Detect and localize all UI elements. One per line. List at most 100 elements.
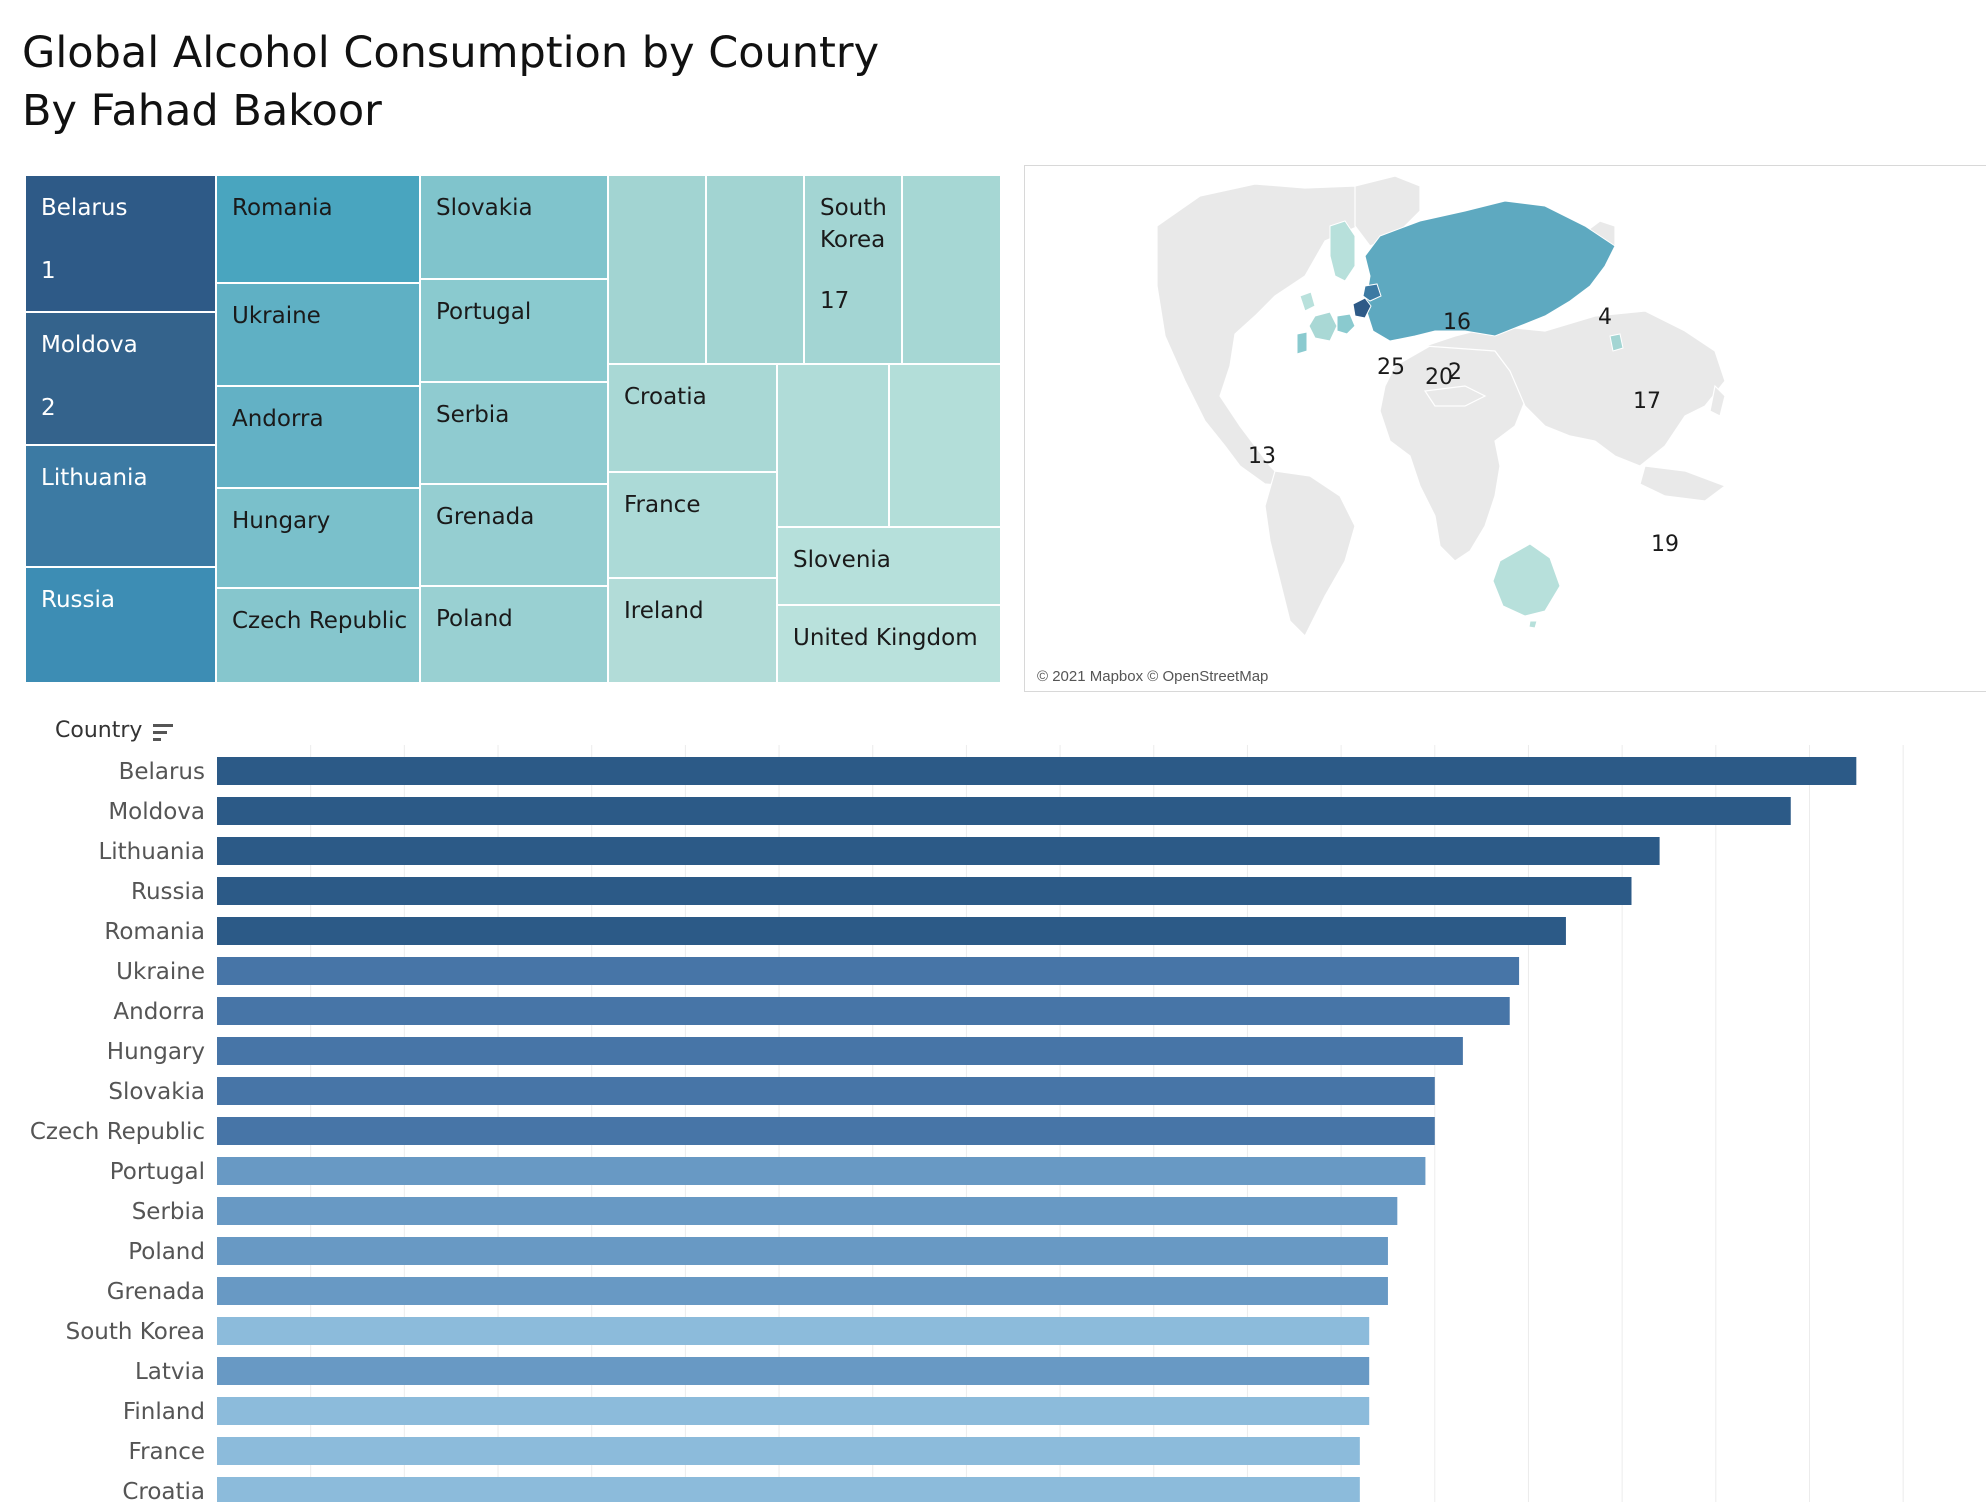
treemap-cell[interactable]: Russia [25,567,216,683]
bar[interactable] [217,877,1632,905]
sort-descending-icon[interactable] [152,722,174,744]
treemap-cell-name: Moldova [41,332,138,358]
highlighted-countries [1296,200,1624,629]
treemap-cell-name: Russia [41,587,115,613]
treemap-cell-name: Slovakia [436,195,533,221]
map-attribution[interactable]: © 2021 Mapbox © OpenStreetMap [1037,668,1269,685]
treemap-cell[interactable]: Slovenia [777,527,1001,605]
treemap-cell[interactable] [777,364,889,527]
treemap-cell[interactable]: France [608,472,777,578]
treemap-cell-name: Poland [436,606,513,632]
map-rank-label: 2 [1448,360,1462,385]
map-rank-label: 20 [1425,365,1453,390]
world-map-canvas[interactable]: 4 16 25 202 17 13 19 [1025,166,1986,692]
bar-category-label: Belarus [119,759,205,785]
bar-category-label: Czech Republic [30,1119,205,1145]
treemap-cell[interactable]: Portugal [420,279,608,382]
bar[interactable] [217,997,1510,1025]
bar-category-label: Latvia [135,1359,205,1385]
bar-chart-canvas[interactable]: Belarus Moldova Lithuania Russia Romania Ukra… [0,745,1986,1502]
bar-category-label: Lithuania [98,839,205,865]
bar-category-label: Slovakia [108,1079,205,1105]
bar-axis-header: Country [55,718,143,743]
bar[interactable] [217,957,1520,985]
bar-category-label: Croatia [122,1479,205,1502]
treemap-cell[interactable]: Hungary [216,488,420,588]
treemap-cell[interactable]: Czech Republic [216,588,420,683]
treemap-cell-name: Lithuania [41,465,148,491]
map-rank-label: 19 [1651,532,1679,557]
bar[interactable] [217,757,1857,785]
bar[interactable] [217,1117,1435,1145]
bar[interactable] [217,1037,1463,1065]
bar[interactable] [217,1237,1388,1265]
treemap-cell[interactable]: Slovakia [420,175,608,279]
treemap-cell-name: Croatia [624,384,707,410]
treemap-cell[interactable] [902,175,1001,364]
bar[interactable] [217,1077,1435,1105]
treemap-cell[interactable] [706,175,804,364]
bar-category-label: Moldova [108,799,205,825]
treemap-cell[interactable]: Andorra [216,386,420,488]
bar[interactable] [217,1277,1388,1305]
bar[interactable] [217,1477,1360,1502]
country-treemap[interactable]: Belarus 1 Moldova 2 Lithuania Russia Romania Uk… [25,175,1001,683]
treemap-cell-name: Czech Republic [232,608,408,634]
bar-category-label: France [129,1439,205,1465]
treemap-cell[interactable]: South Korea 17 [804,175,902,364]
bar[interactable] [217,1397,1370,1425]
bar[interactable] [217,1437,1360,1465]
treemap-cell-name: Grenada [436,504,535,530]
bar-category-label: Hungary [107,1039,205,1065]
bar[interactable] [217,1357,1370,1385]
bar[interactable] [217,917,1566,945]
treemap-cell[interactable]: Lithuania [25,445,216,567]
bar-category-label: Romania [104,919,205,945]
treemap-cell-name: Belarus [41,195,128,221]
treemap-cell[interactable]: Serbia [420,382,608,484]
treemap-cell-name: Ukraine [232,303,321,329]
bar-category-label: Andorra [113,999,205,1025]
bar-category-label: Poland [128,1239,205,1265]
bar[interactable] [217,1157,1426,1185]
world-map[interactable]: 4 16 25 20 2 17 13 19 © 2021 Mapbox © OpenStree… [1024,165,1986,692]
treemap-cell[interactable] [889,364,1001,527]
treemap-cell-name: Romania [232,195,333,221]
treemap-cell[interactable]: Poland [420,586,608,683]
bar[interactable] [217,837,1660,865]
treemap-cell[interactable]: United Kingdom [777,605,1001,683]
bar-category-label: Finland [123,1399,205,1425]
treemap-cell-rank: 2 [41,395,56,421]
treemap-cell-name: South Korea [820,195,887,253]
treemap-cell-name: Portugal [436,299,532,325]
treemap-cell[interactable]: Grenada [420,484,608,586]
treemap-cell[interactable]: Ukraine [216,283,420,386]
bar-category-label: Grenada [107,1279,205,1305]
treemap-cell-name: Andorra [232,406,324,432]
treemap-cell-rank: 1 [41,258,56,284]
map-rank-label: 17 [1633,389,1661,414]
treemap-cell-name: United Kingdom [793,625,978,651]
bar-category-label: South Korea [66,1319,205,1345]
dashboard-title: Global Alcohol Consumption by Country [22,28,880,78]
treemap-cell-name: Ireland [624,598,704,624]
treemap-cell-rank: 17 [820,288,850,314]
bar[interactable] [217,1197,1398,1225]
map-rank-label: 25 [1377,355,1405,380]
bar[interactable] [217,797,1791,825]
treemap-cell[interactable]: Romania [216,175,420,283]
bar[interactable] [217,1317,1370,1345]
treemap-cell[interactable]: Moldova 2 [25,312,216,445]
bar-category-label: Portugal [110,1159,205,1185]
map-rank-label: 4 [1598,305,1612,330]
treemap-cell-name: Hungary [232,508,331,534]
dashboard-subtitle: By Fahad Bakoor [22,86,382,136]
treemap-cell[interactable]: Belarus 1 [25,175,216,312]
map-rank-label: 16 [1443,310,1471,335]
consumption-bar-chart[interactable]: Belarus Moldova Lithuania Russia Romania Ukra… [0,745,1986,1502]
treemap-cell[interactable] [608,175,706,364]
treemap-cell[interactable]: Croatia [608,364,777,472]
treemap-cell-name: Slovenia [793,547,891,573]
land-shapes [1156,175,1727,638]
treemap-cell[interactable]: Ireland [608,578,777,683]
